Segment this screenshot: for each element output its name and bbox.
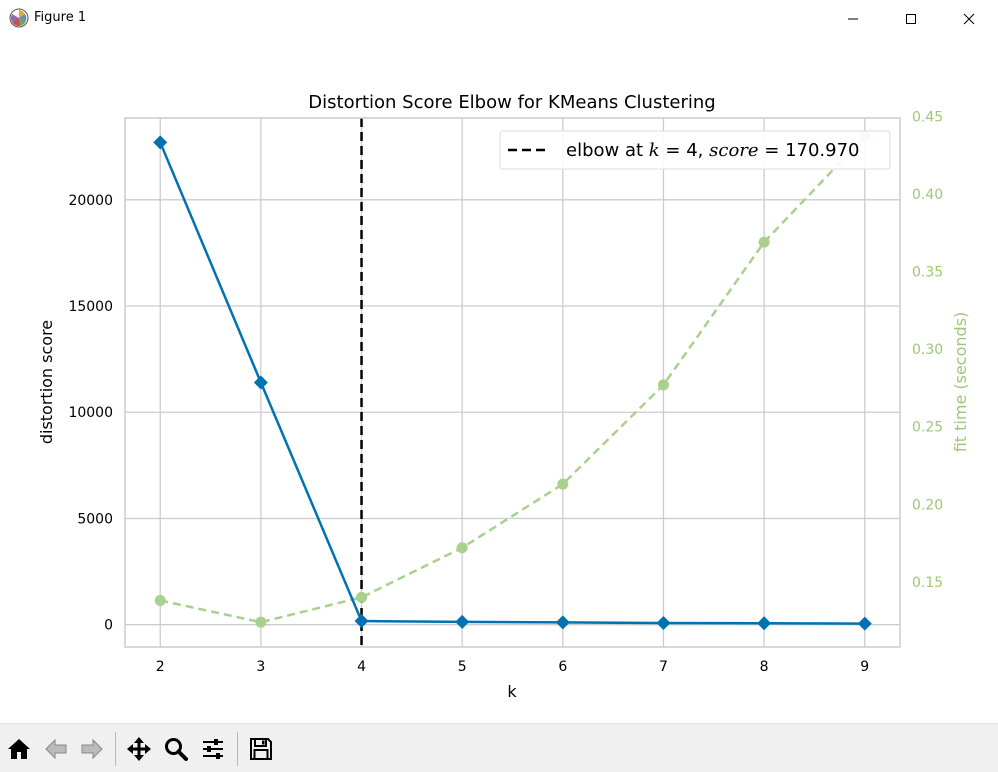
fit-time-point <box>758 236 770 248</box>
x-tick-label: 2 <box>156 659 165 675</box>
legend: elbow at k = 4, score = 170.970 <box>499 130 891 170</box>
toolbar-separator <box>237 732 238 766</box>
toolbar-separator <box>115 732 116 766</box>
fit-time-point <box>255 616 267 628</box>
navigation-toolbar <box>0 723 998 772</box>
y2-tick-label: 0.15 <box>912 575 943 591</box>
distortion-point <box>757 616 772 631</box>
distortion-line <box>159 141 865 625</box>
window-title: Figure 1 <box>34 10 87 25</box>
window-title-bar: Figure 1 <box>0 0 998 37</box>
y2-tick-label: 0.40 <box>912 187 943 203</box>
x-axis-label: k <box>507 682 517 701</box>
home-button[interactable] <box>3 733 35 765</box>
arrow-right-icon <box>81 738 103 760</box>
plot-frame <box>124 117 901 648</box>
y2-tick-label: 0.35 <box>912 265 943 281</box>
fit-time-point <box>557 478 569 490</box>
configure-subplots-button[interactable] <box>197 733 229 765</box>
x-tick-label: 3 <box>256 659 265 675</box>
forward-button[interactable] <box>76 733 108 765</box>
sliders-icon <box>203 739 223 759</box>
pan-button[interactable] <box>123 733 155 765</box>
matplotlib-logo-icon <box>9 8 29 28</box>
y-axis-label: distortion score <box>37 320 56 444</box>
x-tick-label: 7 <box>659 659 668 675</box>
save-button[interactable] <box>245 733 277 765</box>
home-icon <box>8 739 30 759</box>
x-tick-label: 4 <box>357 659 366 675</box>
x-tick-label: 8 <box>760 659 769 675</box>
fit-time-point <box>154 594 166 606</box>
figure-canvas[interactable]: 2 3 4 5 6 7 8 9 0 5000 10000 15000 20000 0.15 0.20 0.25… <box>0 37 998 723</box>
grid-lines <box>125 118 900 647</box>
y-tick-label: 10000 <box>68 405 113 421</box>
fit-time-point <box>657 379 669 391</box>
series-layer <box>153 131 872 631</box>
y-tick-label: 15000 <box>68 299 113 315</box>
y2-tick-label: 0.25 <box>912 420 943 436</box>
chart-title: Distortion Score Elbow for KMeans Cluste… <box>308 92 715 113</box>
fit-time-point <box>456 542 468 554</box>
x-tick-label: 6 <box>558 659 567 675</box>
distortion-point <box>656 615 671 630</box>
close-icon <box>963 13 975 24</box>
tick-labels: 2 3 4 5 6 7 8 9 0 5000 10000 15000 20000 0.15 0.20 0.25… <box>68 109 943 675</box>
zoom-button[interactable] <box>160 733 192 765</box>
elbow-chart: 2 3 4 5 6 7 8 9 0 5000 10000 15000 20000 0.15 0.20 0.25… <box>37 92 970 701</box>
minimize-icon <box>848 18 858 19</box>
y2-tick-label: 0.45 <box>912 109 943 125</box>
legend-box <box>499 130 891 170</box>
legend-elbow-label: elbow at k = 4, score = 170.970 <box>566 140 860 161</box>
maximize-button[interactable] <box>882 0 940 37</box>
move-icon <box>127 737 151 761</box>
close-button[interactable] <box>940 0 998 37</box>
y-tick-label: 5000 <box>77 511 113 527</box>
fit-time-line <box>159 135 866 624</box>
fit-time-point <box>356 591 368 603</box>
distortion-point <box>153 135 168 150</box>
distortion-point <box>253 375 268 390</box>
distortion-point <box>555 615 570 630</box>
magnifier-icon <box>165 738 188 761</box>
floppy-disk-icon <box>250 738 272 760</box>
distortion-point <box>354 614 369 629</box>
y2-tick-label: 0.20 <box>912 497 943 513</box>
y2-tick-label: 0.30 <box>912 342 943 358</box>
arrow-left-icon <box>45 738 67 760</box>
distortion-point <box>857 616 872 631</box>
x-tick-label: 9 <box>860 659 869 675</box>
back-button[interactable] <box>40 733 72 765</box>
maximize-icon <box>906 13 916 24</box>
minimize-button[interactable] <box>824 0 882 37</box>
y2-axis-label: fit time (seconds) <box>951 312 970 453</box>
y-tick-label: 20000 <box>68 193 113 209</box>
x-tick-label: 5 <box>458 659 467 675</box>
y-tick-label: 0 <box>104 618 113 634</box>
distortion-point <box>455 614 470 629</box>
